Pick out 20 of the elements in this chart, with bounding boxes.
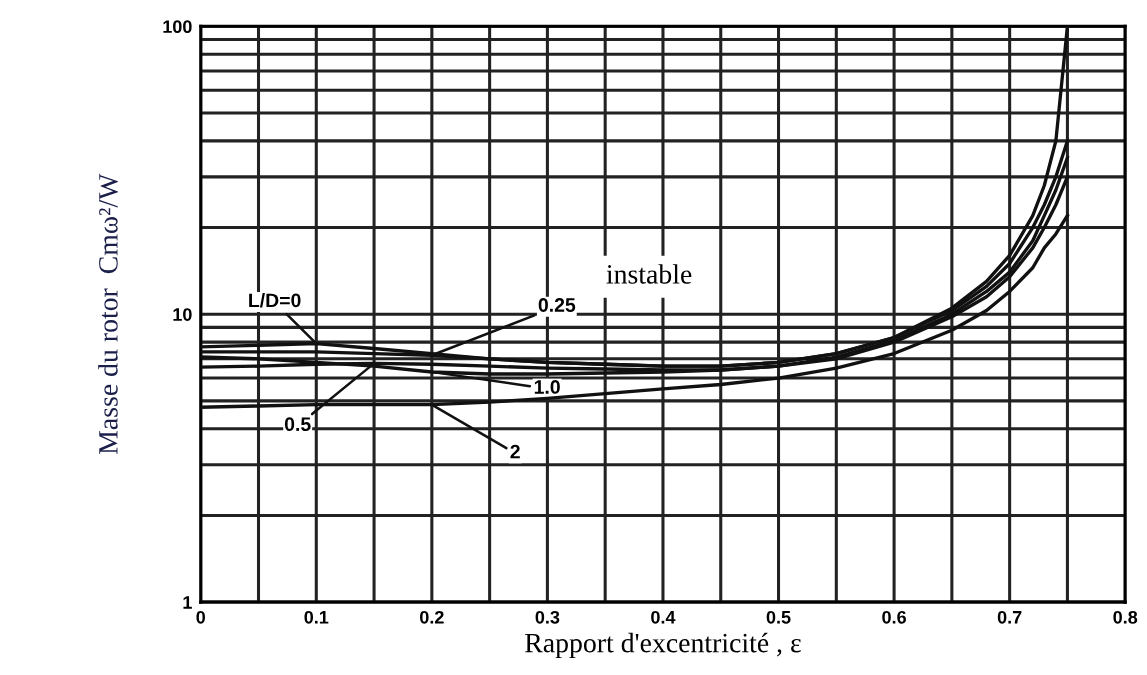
x-tick-label: 0.1	[304, 610, 329, 624]
text: 2	[510, 444, 520, 459]
y-tick-label: 1	[183, 596, 192, 609]
y-tick-label: 10	[173, 308, 192, 321]
text: 0.5	[284, 417, 311, 432]
x-tick-label: 0	[196, 610, 206, 624]
series-label: L/D=0	[249, 292, 301, 308]
x-tick-label: 0.3	[535, 610, 560, 624]
x-tick-label: 0.6	[882, 610, 906, 624]
text: 0.25	[538, 298, 576, 312]
annotation: instable	[606, 264, 692, 284]
x-axis-title: Rapport d'excentricité , ε	[525, 632, 801, 659]
y-axis-title: Masse du rotor Cmω²/W	[98, 173, 118, 455]
x-tick-label: 0.5	[766, 610, 791, 624]
x-tick-label: 0.8	[1113, 610, 1138, 624]
x-tick-label: 0.2	[420, 610, 444, 624]
y-tick-label: 100	[163, 20, 192, 34]
x-tick-label: 0.7	[997, 610, 1022, 624]
x-tick-label: 0.4	[651, 610, 676, 624]
legend-label: 1.0	[534, 380, 560, 394]
